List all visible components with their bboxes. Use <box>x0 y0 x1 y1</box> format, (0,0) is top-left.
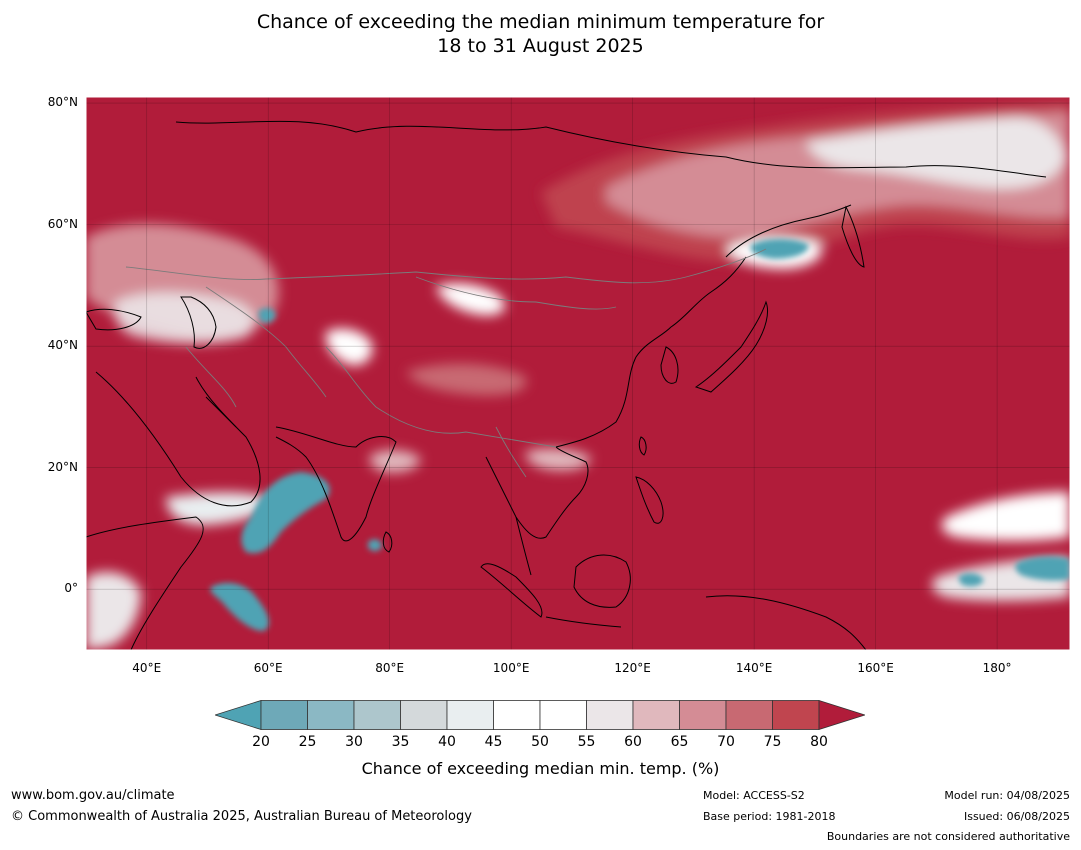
colorbar-over-arrow <box>818 700 865 730</box>
low-okhotsk <box>750 238 809 259</box>
map-title-line2: 18 to 31 August 2025 <box>437 35 644 57</box>
colorbar-segment-1 <box>307 700 355 730</box>
colorbar-segment-5 <box>493 700 541 730</box>
coast-persian-gulf <box>205 396 237 428</box>
lon-tick-label-2: 80°E <box>375 661 405 675</box>
lat-tick-label-3: 20°N <box>47 459 78 474</box>
colorbar-segment-4 <box>446 700 494 730</box>
colorbar-segment-3 <box>400 700 448 730</box>
colorbar-tick-label-5: 45 <box>484 734 503 750</box>
border-china-west <box>325 346 557 448</box>
low-probability-areas <box>210 238 1070 632</box>
low-pacific-east <box>1015 556 1070 581</box>
coast-africa-horn <box>86 516 204 650</box>
colorbar-tick-label-8: 60 <box>624 734 642 750</box>
coast-sumatra <box>480 563 543 618</box>
coast-india <box>275 426 397 542</box>
colorbar-segment-6 <box>539 700 587 730</box>
footer-base-period: Base period: 1981-2018 <box>703 810 836 823</box>
contour-arabia <box>166 492 272 525</box>
colorbar-segment-2 <box>353 700 401 730</box>
graticule <box>86 97 1070 650</box>
lon-tick-label-1: 60°E <box>253 661 283 675</box>
colorbar-tick-label-7: 55 <box>577 734 596 750</box>
coast-new-guinea <box>705 595 867 650</box>
contour-east-africa <box>86 572 141 650</box>
contour-indochina <box>525 448 591 471</box>
low-arabian-sea <box>241 472 330 554</box>
border-central-asia <box>205 286 327 398</box>
colorbar-tick-label-9: 65 <box>670 734 689 750</box>
country-borders <box>125 248 767 478</box>
map-title-line1: Chance of exceeding the median minimum t… <box>256 11 825 33</box>
contour-tienshan <box>325 328 373 366</box>
border-russia-south <box>125 248 767 284</box>
footer-issued: Issued: 06/08/2025 <box>963 810 1070 823</box>
contour-pacific-east <box>941 492 1070 541</box>
colorbar-tick-label-3: 35 <box>391 734 410 750</box>
colorbar-segment-10 <box>725 700 773 730</box>
footer-disclaimer: Boundaries are not considered authoritat… <box>826 830 1070 843</box>
low-caspian <box>258 307 276 323</box>
lat-tick-label-0: 80°N <box>47 95 78 110</box>
coast-korea <box>660 346 679 384</box>
low-arabian-sea-south <box>210 582 270 632</box>
footer-website: www.bom.gov.au/climate <box>11 788 175 803</box>
colorbar-segment-7 <box>586 700 634 730</box>
colorbar-segment-8 <box>632 700 680 730</box>
coast-kamchatka <box>841 205 865 268</box>
lon-tick-label-7: 180° <box>982 661 1012 675</box>
border-se-asia <box>495 426 527 478</box>
colorbar-tick-label-11: 75 <box>763 734 782 750</box>
coast-java <box>545 616 622 628</box>
coast-caspian <box>180 296 217 349</box>
colorbar-tick-label-4: 40 <box>438 734 456 750</box>
colorbar-tick-label-2: 30 <box>345 734 363 750</box>
coast-malay <box>515 516 532 576</box>
coast-taiwan <box>638 436 647 456</box>
footer-model: Model: ACCESS-S2 <box>703 789 805 802</box>
lat-tick-label-1: 60°N <box>47 216 78 231</box>
colorbar-tick-label-6: 50 <box>531 734 549 750</box>
coast-sri-lanka <box>382 531 393 553</box>
lon-tick-label-3: 100°E <box>492 661 530 675</box>
map-title: Chance of exceeding the median minimum t… <box>0 10 1081 58</box>
colorbar-segment-9 <box>679 700 727 730</box>
footer-copyright: © Commonwealth of Australia 2025, Austra… <box>11 809 472 824</box>
colorbar-tick-label-0: 20 <box>252 734 270 750</box>
footer-model-run: Model run: 04/08/2025 <box>944 789 1070 802</box>
colorbar-label: Chance of exceeding median min. temp. (%… <box>361 759 720 778</box>
lon-tick-label-6: 160°E <box>857 661 894 675</box>
probability-map <box>86 97 1070 650</box>
contour-mongolia <box>436 283 505 316</box>
coast-arctic <box>175 120 1047 178</box>
border-iran <box>185 346 237 408</box>
coast-china <box>555 256 747 448</box>
coastlines <box>86 120 1047 650</box>
low-pacific-mid <box>958 573 984 587</box>
colorbar-tick-label-10: 70 <box>717 734 735 750</box>
lon-tick-label-5: 140°E <box>735 661 773 675</box>
coast-okhotsk <box>725 204 852 258</box>
coast-philippines <box>635 476 664 524</box>
colorbar-tick-label-1: 25 <box>298 734 317 750</box>
lat-tick-label-4: 0° <box>64 581 78 596</box>
colorbar <box>215 700 865 730</box>
colorbar-under-arrow <box>215 700 262 730</box>
colorbar-segment-11 <box>772 700 820 730</box>
coast-black-sea <box>86 308 142 331</box>
contour-india <box>369 450 421 473</box>
contour-europe-55 <box>114 292 255 344</box>
low-bay-of-bengal <box>368 539 382 552</box>
lon-tick-label-0: 40°E <box>132 661 162 675</box>
lat-tick-label-2: 40°N <box>47 338 78 353</box>
coast-indochina <box>485 446 589 539</box>
contour-tibet <box>406 363 527 396</box>
coast-borneo <box>573 554 631 608</box>
colorbar-segment-0 <box>260 700 308 730</box>
coast-japan <box>694 300 769 393</box>
lon-tick-label-4: 120°E <box>614 661 651 675</box>
colorbar-tick-label-12: 80 <box>810 734 828 750</box>
border-mongolia <box>415 276 617 310</box>
